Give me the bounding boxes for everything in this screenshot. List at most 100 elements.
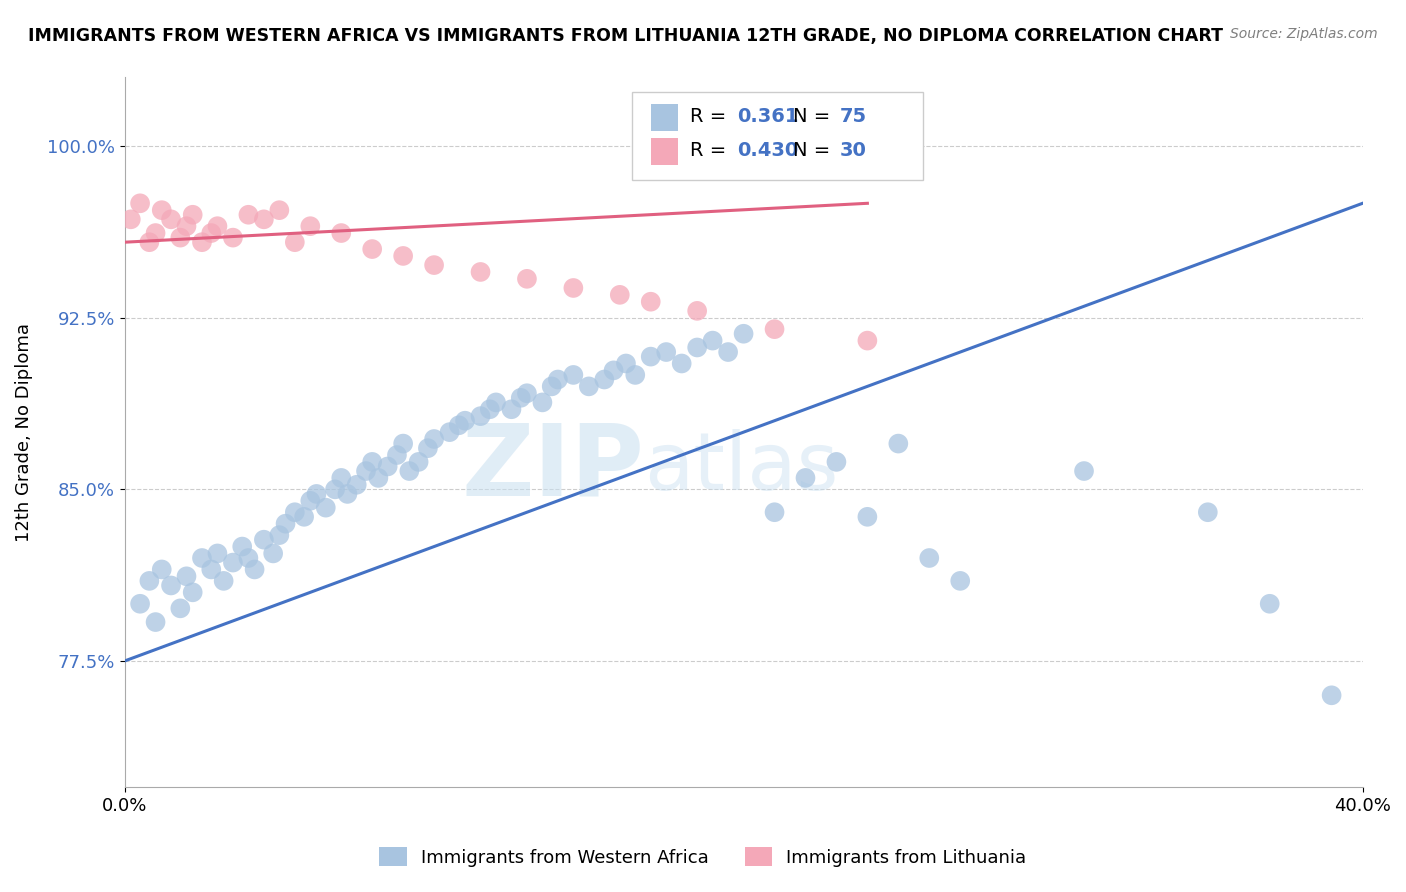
Point xyxy=(794,471,817,485)
Point xyxy=(655,345,678,359)
FancyBboxPatch shape xyxy=(633,92,924,180)
Point xyxy=(129,597,152,611)
Point xyxy=(160,578,183,592)
Point xyxy=(176,569,198,583)
Point xyxy=(191,235,214,250)
Point xyxy=(160,212,183,227)
Point xyxy=(856,334,879,348)
Point xyxy=(408,455,430,469)
Point xyxy=(336,487,359,501)
Point xyxy=(609,288,631,302)
Legend: Immigrants from Western Africa, Immigrants from Lithuania: Immigrants from Western Africa, Immigran… xyxy=(373,840,1033,874)
Point xyxy=(640,350,662,364)
Point xyxy=(138,235,160,250)
Point xyxy=(540,379,562,393)
Point xyxy=(181,208,204,222)
Point xyxy=(447,418,470,433)
Point xyxy=(949,574,972,588)
Text: 30: 30 xyxy=(841,141,868,160)
Point xyxy=(531,395,554,409)
Text: IMMIGRANTS FROM WESTERN AFRICA VS IMMIGRANTS FROM LITHUANIA 12TH GRADE, NO DIPLO: IMMIGRANTS FROM WESTERN AFRICA VS IMMIGR… xyxy=(28,27,1223,45)
Point xyxy=(231,540,253,554)
Point xyxy=(454,414,477,428)
Point xyxy=(354,464,377,478)
Text: ZIP: ZIP xyxy=(461,419,644,516)
Point xyxy=(253,212,276,227)
Text: atlas: atlas xyxy=(644,429,839,507)
Point xyxy=(150,562,173,576)
Text: N =: N = xyxy=(793,141,837,160)
Point xyxy=(1073,464,1095,478)
Point xyxy=(138,574,160,588)
Point xyxy=(129,196,152,211)
Point xyxy=(330,471,353,485)
Point xyxy=(315,500,337,515)
Point xyxy=(485,395,508,409)
Point xyxy=(361,455,384,469)
Point xyxy=(516,386,538,401)
Point xyxy=(887,436,910,450)
Point xyxy=(284,235,307,250)
Point xyxy=(238,551,260,566)
Point xyxy=(516,272,538,286)
Point xyxy=(392,249,415,263)
Point xyxy=(377,459,399,474)
Point xyxy=(212,574,235,588)
Point xyxy=(191,551,214,566)
Point xyxy=(686,303,709,318)
Point xyxy=(856,509,879,524)
Point xyxy=(274,516,297,531)
Point xyxy=(602,363,624,377)
Point xyxy=(200,562,222,576)
Point xyxy=(686,341,709,355)
Point xyxy=(624,368,647,382)
Text: 0.361: 0.361 xyxy=(737,107,799,126)
Point xyxy=(702,334,724,348)
Point xyxy=(181,585,204,599)
Point xyxy=(825,455,848,469)
Text: Source: ZipAtlas.com: Source: ZipAtlas.com xyxy=(1230,27,1378,41)
Point xyxy=(1320,688,1343,702)
Point xyxy=(169,230,191,244)
Text: R =: R = xyxy=(690,141,733,160)
Text: N =: N = xyxy=(793,107,837,126)
Point xyxy=(501,402,523,417)
Point xyxy=(509,391,531,405)
Point xyxy=(323,483,346,497)
Point xyxy=(717,345,740,359)
Point xyxy=(150,203,173,218)
Point xyxy=(299,219,322,234)
Point xyxy=(120,212,142,227)
Point xyxy=(305,487,328,501)
Point xyxy=(262,546,284,560)
Point xyxy=(222,556,245,570)
Point xyxy=(292,509,315,524)
FancyBboxPatch shape xyxy=(651,137,678,165)
Point xyxy=(562,281,585,295)
Point xyxy=(478,402,501,417)
Point xyxy=(330,226,353,240)
Point xyxy=(614,356,637,370)
Point xyxy=(207,546,229,560)
Point xyxy=(392,436,415,450)
Point xyxy=(763,505,786,519)
Point xyxy=(346,477,368,491)
Point xyxy=(733,326,755,341)
Point xyxy=(243,562,266,576)
Point xyxy=(423,432,446,446)
Point xyxy=(238,208,260,222)
Point xyxy=(169,601,191,615)
Point xyxy=(398,464,420,478)
Point xyxy=(671,356,693,370)
Point xyxy=(562,368,585,382)
Point xyxy=(145,615,167,629)
Point xyxy=(593,372,616,386)
Point xyxy=(176,219,198,234)
Point xyxy=(299,493,322,508)
Point xyxy=(284,505,307,519)
Point xyxy=(470,409,492,424)
Point xyxy=(207,219,229,234)
Point xyxy=(918,551,941,566)
Point xyxy=(200,226,222,240)
Point xyxy=(763,322,786,336)
